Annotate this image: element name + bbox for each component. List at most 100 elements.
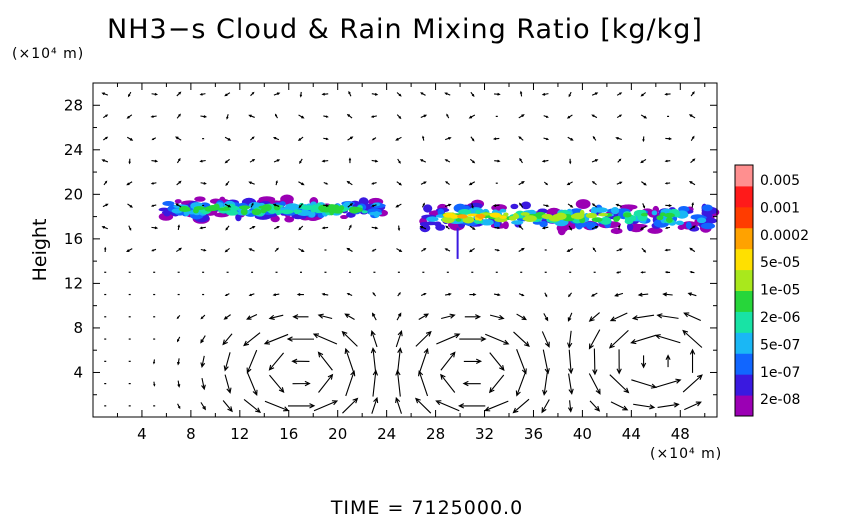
wind-vector: [248, 248, 255, 252]
wind-vector: [275, 180, 278, 186]
wind-vector: [614, 292, 624, 297]
wind-vector: [588, 312, 600, 322]
wind-vector: [250, 202, 254, 208]
cloud-cell: [444, 214, 451, 218]
wind-vector: [463, 358, 483, 364]
wind-vector: [484, 400, 509, 412]
wind-vector: [224, 203, 232, 208]
wind-vector: [494, 92, 501, 96]
cloud-cell: [340, 215, 349, 220]
cloud-cell: [585, 212, 598, 219]
wind-vector: [101, 159, 109, 163]
wind-vector: [250, 136, 255, 141]
wind-vector: [513, 331, 530, 348]
colorbar-segment: [735, 332, 753, 354]
wind-vector: [588, 329, 601, 350]
wind-vector: [248, 181, 255, 185]
wind-vector: [395, 136, 402, 141]
wind-vector: [313, 400, 339, 412]
wind-vector: [264, 400, 290, 412]
x-axis-unit: (×10⁴ m): [650, 446, 723, 462]
wind-vector: [222, 400, 233, 413]
cloud-cell: [677, 224, 685, 230]
wind-vector: [494, 159, 501, 163]
wind-vector: [292, 314, 309, 320]
cloud-cell: [513, 213, 520, 220]
wind-vector: [616, 114, 623, 119]
cloud-cell: [435, 224, 446, 231]
wind-vector: [662, 292, 673, 297]
wind-vector: [630, 334, 656, 345]
wind-vector: [444, 292, 452, 296]
wind-vector: [518, 136, 524, 141]
x-tick-label: 32: [475, 425, 494, 443]
wind-vector: [395, 330, 403, 348]
wind-vector: [370, 115, 377, 118]
wind-vector: [568, 373, 574, 395]
wind-vector: [516, 313, 527, 321]
cloud-cell: [193, 206, 206, 211]
wind-vector: [298, 203, 304, 209]
cloud-cell: [563, 216, 575, 222]
cloud-cell: [489, 212, 502, 218]
wind-vector: [321, 226, 329, 230]
wind-vector: [591, 92, 599, 96]
cloud-cell: [308, 211, 316, 218]
wind-vector: [370, 347, 377, 375]
cloud-cell: [510, 203, 519, 210]
wind-vector: [485, 333, 510, 345]
wind-vector: [687, 292, 697, 297]
cloud-cell: [575, 222, 583, 230]
cloud-cell: [615, 215, 621, 221]
wind-vector: [151, 248, 157, 252]
wind-vector: [268, 352, 285, 371]
wind-vector: [396, 312, 402, 321]
wind-vector: [568, 158, 572, 165]
wind-vector: [689, 247, 696, 253]
wind-vector: [418, 347, 429, 374]
wind-vector: [151, 137, 157, 141]
wind-vector: [323, 115, 329, 118]
y-tick-label: 20: [64, 185, 83, 203]
wind-vector: [318, 373, 334, 393]
wind-vector: [435, 400, 460, 412]
cloud-cell: [361, 210, 368, 214]
wind-vector: [201, 378, 206, 391]
wind-vector: [519, 157, 523, 164]
wind-vector: [518, 202, 524, 208]
y-tick-label: 24: [64, 141, 83, 159]
wind-vector: [103, 180, 108, 186]
wind-vector: [616, 271, 622, 274]
wind-vector: [317, 351, 333, 371]
wind-vector: [370, 330, 378, 348]
cloud-cell: [575, 199, 591, 209]
wind-vector: [445, 181, 450, 185]
wind-vector: [246, 349, 258, 374]
wind-vector: [101, 226, 108, 230]
wind-vector: [296, 293, 304, 297]
wind-vector: [200, 182, 207, 185]
wind-vector: [273, 159, 281, 163]
wind-vector: [464, 314, 482, 320]
wind-vector: [418, 370, 429, 397]
wind-vector: [323, 181, 329, 185]
x-tick-label: 16: [279, 425, 298, 443]
time-stamp: TIME = 7125000.0: [330, 497, 524, 519]
wind-vector: [568, 225, 573, 231]
wind-vector: [103, 114, 109, 119]
wind-vector: [664, 248, 671, 252]
wind-vector: [541, 331, 550, 348]
x-tick-label: 12: [230, 425, 249, 443]
cloud-cell: [600, 216, 612, 225]
wind-vector: [518, 181, 525, 186]
wind-vector: [371, 312, 377, 321]
wind-vector: [347, 136, 354, 141]
wind-vector: [175, 203, 182, 208]
colorbar-label: 0.0002: [760, 228, 809, 244]
wind-vector: [395, 203, 402, 208]
wind-vector: [637, 292, 649, 297]
wind-vector: [371, 248, 377, 252]
wind-vector: [470, 91, 475, 98]
cloud-cell: [520, 212, 530, 216]
wind-vector: [176, 91, 182, 97]
